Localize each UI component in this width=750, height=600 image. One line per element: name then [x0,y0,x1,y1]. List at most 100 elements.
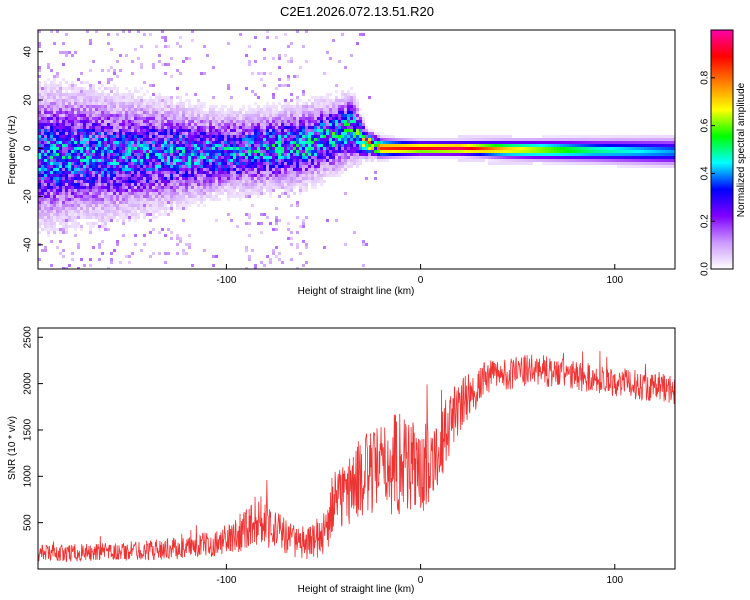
spectrogram-cell [146,105,149,108]
spectrogram-cell [164,129,167,132]
spectrogram-cell [254,108,257,111]
spectrogram-cell [266,186,269,189]
spectrogram-cell [104,150,107,153]
spectrogram-cell [422,156,425,159]
spectrogram-cell [110,105,113,108]
spectrogram-cell [278,168,281,171]
spectrogram-cell [341,147,344,150]
spectrogram-cell [608,135,611,138]
spectrogram-cell [290,156,293,159]
spectrogram-cell [269,150,272,153]
spectrogram-cell [101,201,104,204]
spectrogram-cell [296,243,299,246]
spectrogram-cell [119,105,122,108]
spectrogram-cell [77,243,80,246]
spectrogram-cell [155,177,158,180]
spectrogram-cell [548,162,551,165]
spectrogram-cell [38,162,41,165]
spectrogram-cell [332,144,335,147]
spectrogram-cell [65,111,68,114]
spectrogram-cell [119,186,122,189]
spectrogram-cell [125,201,128,204]
spectrogram-cell [140,45,143,48]
spectrogram-cell [266,132,269,135]
spectrogram-cell [38,45,41,48]
spectrogram-cell [74,117,77,120]
spectrogram-cell [137,213,140,216]
spectrogram-cell [461,141,464,144]
spectrogram-cell [197,159,200,162]
spectrogram-cell [458,141,461,144]
spectrogram-cell [101,213,104,216]
spectrogram-cell [152,186,155,189]
spectrogram-cell [281,135,284,138]
spectrogram-cell [230,111,233,114]
spectrogram-cell [569,147,572,150]
spectrogram-cell [110,144,113,147]
spectrogram-cell [107,132,110,135]
spectrogram-cell [77,162,80,165]
spectrogram-cell [68,147,71,150]
spectrogram-cell [296,162,299,165]
spectrogram-cell [509,144,512,147]
spectrogram-cell [44,96,47,99]
spectrogram-cell [242,189,245,192]
spectrogram-cell [125,93,128,96]
spectrogram-cell [122,135,125,138]
spectrogram-cell [41,153,44,156]
spectrogram-cell [176,126,179,129]
spectrogram-cell [296,144,299,147]
spectrogram-cell [128,165,131,168]
spectrogram-cell [290,147,293,150]
spectrogram-cell [119,183,122,186]
spectrogram-cell [143,216,146,219]
spectrogram-cell [188,129,191,132]
spectrogram-cell [323,168,326,171]
spectrogram-cell [62,198,65,201]
spectrogram-cell [167,132,170,135]
spectrogram-cell [56,228,59,231]
spectrogram-cell [257,123,260,126]
spectrogram-cell [104,102,107,105]
spectrogram-cell [272,105,275,108]
spectrogram-cell [143,81,146,84]
spectrogram-cell [239,138,242,141]
spectrogram-cell [137,216,140,219]
spectrogram-cell [71,153,74,156]
spectrogram-cell [77,114,80,117]
spectrogram-cell [467,159,470,162]
spectrogram-cell [62,159,65,162]
spectrogram-cell [287,114,290,117]
spectrogram-cell [299,135,302,138]
spectrogram-cell [557,153,560,156]
spectrogram-cell [86,195,89,198]
spectrogram-cell [356,123,359,126]
spectrogram-cell [500,144,503,147]
spectrogram-cell [143,195,146,198]
spectrogram-cell [539,150,542,153]
spectrogram-cell [230,120,233,123]
spectrogram-cell [167,168,170,171]
spectrogram-cell [173,174,176,177]
spectrogram-cell [269,135,272,138]
spectrogram-cell [560,144,563,147]
spectrogram-cell [212,174,215,177]
spectrogram-cell [248,258,251,261]
spectrogram-cell [332,99,335,102]
spectrogram-cell [242,132,245,135]
spectrogram-cell [101,198,104,201]
spectrogram-cell [248,132,251,135]
spectrogram-cell [275,150,278,153]
spectrogram-cell [44,222,47,225]
spectrogram-cell [98,123,101,126]
spectrogram-cell [335,156,338,159]
spectrogram-cell [164,183,167,186]
spectrogram-cell [143,117,146,120]
spectrogram-cell [71,93,74,96]
spectrogram-cell [98,159,101,162]
spectrogram-cell [53,114,56,117]
spectrogram-cell [182,60,185,63]
spectrogram-cell [350,132,353,135]
spectrogram-cell [125,87,128,90]
spectrogram-cell [203,180,206,183]
